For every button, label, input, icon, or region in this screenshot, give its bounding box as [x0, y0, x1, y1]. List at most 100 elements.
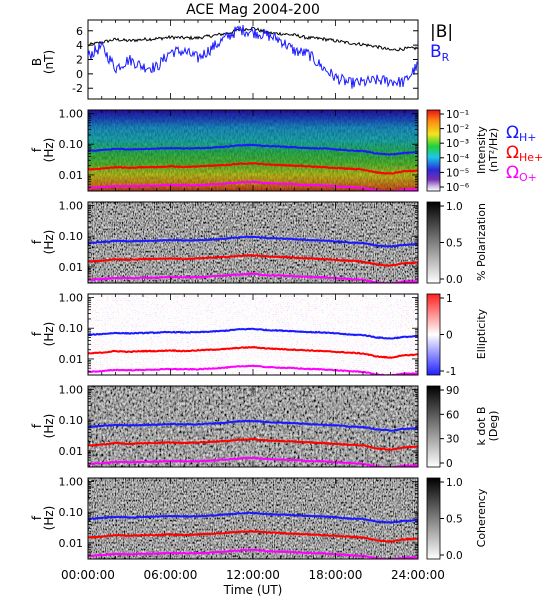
intensity-colorbar-tick-label: 10⁻¹	[446, 109, 469, 121]
intensity-ylabel-bottom: (Hz)	[42, 138, 56, 163]
gyrofrequency-he-plus-line	[88, 253, 418, 267]
kdotb-colorbar-tick-label: 60	[446, 409, 459, 421]
x-axis-ticks: 00:00:00 06:00:00 12:00:00 18:00:00 24:00:00	[61, 20, 445, 582]
b-field-y-ticks: 64 20-2	[72, 25, 418, 95]
x-tick-label: 06:00:00	[144, 568, 198, 582]
x-tick-label: 18:00:00	[309, 568, 363, 582]
ellipticity-y-ticks: 1.00 0.10 0.01	[59, 292, 418, 376]
ellipticity-ylabel-bottom: (Hz)	[42, 322, 56, 347]
coherency-ylabel-bottom: (Hz)	[42, 506, 56, 531]
kdotb-freq-tick-label: 0.01	[59, 445, 84, 458]
ellipticity-colorbar	[426, 293, 441, 376]
ellipticity-panel: 1.00 0.10 0.01 f (Hz) 1 0 -1 Ellipticity	[30, 292, 488, 378]
intensity-freq-tick-label: 1.00	[59, 108, 84, 121]
kdotb-colorbar-tick-label: 0	[446, 458, 453, 470]
gyrofrequency-he-plus-line	[88, 437, 418, 451]
polarization-ylabel-top: f	[30, 239, 44, 244]
gyrofrequency-h-plus-line	[88, 327, 418, 340]
x-tick-label: 24:00:00	[391, 568, 445, 582]
polarization-panel: 1.00 0.10 0.01 f (Hz) 1.0 0.5 0.0 % Polariza…	[30, 200, 488, 286]
kdotb-y-ticks: 1.00 0.10 0.01	[59, 384, 418, 468]
legend-b-r-main: B	[430, 42, 442, 62]
coherency-freq-tick-label: 0.10	[59, 506, 84, 519]
x-tick-label: 12:00:00	[226, 568, 280, 582]
ellipticity-freq-tick-label: 1.00	[59, 292, 84, 305]
kdotb-freq-tick-label: 1.00	[59, 384, 84, 397]
gyrofrequency-h-plus-line	[88, 235, 418, 248]
coherency-colorbar-ticks: 1.0 0.5 0.0	[440, 477, 463, 562]
kdotb-spectrogram	[88, 386, 418, 467]
legend-omega-he-main: Ω	[506, 143, 519, 163]
intensity-spectrogram-texture	[88, 110, 418, 191]
coherency-spectrogram	[88, 478, 418, 559]
legend-b-total: |B|	[430, 22, 453, 42]
polarization-spectrogram	[88, 202, 418, 283]
legend-omega-he: ΩHe+	[506, 143, 543, 164]
ellipticity-colorbar-tick-label: -1	[446, 366, 456, 378]
b-y-tick-label: -2	[72, 82, 83, 95]
b-total-series-line	[88, 26, 418, 52]
ellipticity-ylabel-top: f	[30, 331, 44, 336]
coherency-freq-tick-label: 0.01	[59, 537, 84, 550]
kdotb-colorbar	[426, 385, 441, 468]
polarization-freq-tick-label: 0.10	[59, 230, 84, 243]
polarization-colorbar-tick-label: 0.5	[446, 238, 463, 250]
intensity-colorbar-tick-label: 10⁻⁴	[446, 153, 469, 165]
legend-b-r-sub: R	[442, 51, 450, 64]
coherency-colorbar-tick-label: 1.0	[446, 477, 463, 489]
b-r-series-line	[88, 25, 418, 89]
kdotb-ylabel-top: f	[30, 423, 44, 428]
b-y-tick-label: 4	[76, 39, 83, 52]
coherency-y-ticks: 1.00 0.10 0.01	[59, 476, 418, 560]
coherency-freq-tick-label: 1.00	[59, 476, 84, 489]
kdotb-colorbar-label: k dot B	[475, 407, 488, 446]
coherency-colorbar-label: Coherency	[475, 488, 488, 547]
coherency-ylabel-top: f	[30, 515, 44, 520]
ellipticity-colorbar-ticks: 1 0 -1	[440, 293, 456, 378]
ellipticity-freq-tick-label: 0.01	[59, 353, 84, 366]
ellipticity-colorbar-tick-label: 0	[446, 330, 453, 342]
intensity-ylabel-top: f	[30, 147, 44, 152]
coherency-panel: 1.00 0.10 0.01 f (Hz) 1.0 0.5 0.0 Coherency	[30, 476, 488, 562]
intensity-freq-tick-label: 0.10	[59, 138, 84, 151]
polarization-y-ticks: 1.00 0.10 0.01	[59, 200, 418, 284]
b-field-ylabel-bottom: (nT)	[42, 50, 56, 74]
polarization-ylabel-bottom: (Hz)	[42, 230, 56, 255]
intensity-colorbar-tick-label: 10⁻⁶	[446, 182, 469, 194]
ellipticity-freq-tick-label: 0.10	[59, 322, 84, 335]
ellipticity-colorbar-tick-label: 1	[446, 293, 453, 305]
b-y-tick-label: 2	[76, 54, 83, 67]
intensity-colorbar-tick-label: 10⁻³	[446, 138, 469, 150]
intensity-colorbar-unit: (nT²/Hz)	[487, 128, 500, 172]
ellipticity-colorbar-label: Ellipticity	[475, 308, 488, 359]
gyrofrequency-he-plus-line	[88, 345, 418, 359]
intensity-y-ticks: 1.00 0.10 0.01	[59, 108, 418, 192]
figure-title: ACE Mag 2004-200	[186, 2, 320, 18]
gyrofrequency-h-plus-line	[88, 143, 418, 156]
coherency-colorbar-tick-label: 0.0	[446, 550, 463, 562]
kdotb-colorbar-tick-label: 90	[446, 385, 459, 397]
legend-omega-o: ΩO+	[506, 163, 537, 184]
kdotb-ylabel-bottom: (Hz)	[42, 414, 56, 439]
legend-omega-o-sub: O+	[519, 171, 537, 184]
intensity-colorbar-tick-label: 10⁻²	[446, 124, 469, 136]
polarization-freq-tick-label: 0.01	[59, 261, 84, 274]
legend-omega-h-sub: H+	[519, 131, 537, 144]
intensity-freq-tick-label: 0.01	[59, 169, 84, 182]
gyrofrequency-he-plus-line	[88, 529, 418, 543]
legend-omega-h-main: Ω	[506, 123, 519, 143]
polarization-colorbar-tick-label: 0.0	[446, 274, 463, 286]
b-field-ylabel-top: B	[30, 58, 44, 66]
legend-omega-o-main: Ω	[506, 163, 519, 183]
x-tick-label: 00:00:00	[61, 568, 115, 582]
intensity-colorbar-tick-label: 10⁻⁵	[446, 167, 469, 179]
kdotb-panel: 1.00 0.10 0.01 f (Hz) 90 60 30 0 k dot B (Deg…	[30, 384, 500, 470]
ellipticity-spectrogram	[88, 294, 418, 375]
kdotb-colorbar-tick-label: 30	[446, 434, 459, 446]
intensity-colorbar	[426, 109, 441, 192]
legend-b-r: BR	[430, 42, 450, 64]
coherency-colorbar	[426, 477, 441, 560]
legend-omega-he-sub: He+	[519, 151, 543, 164]
